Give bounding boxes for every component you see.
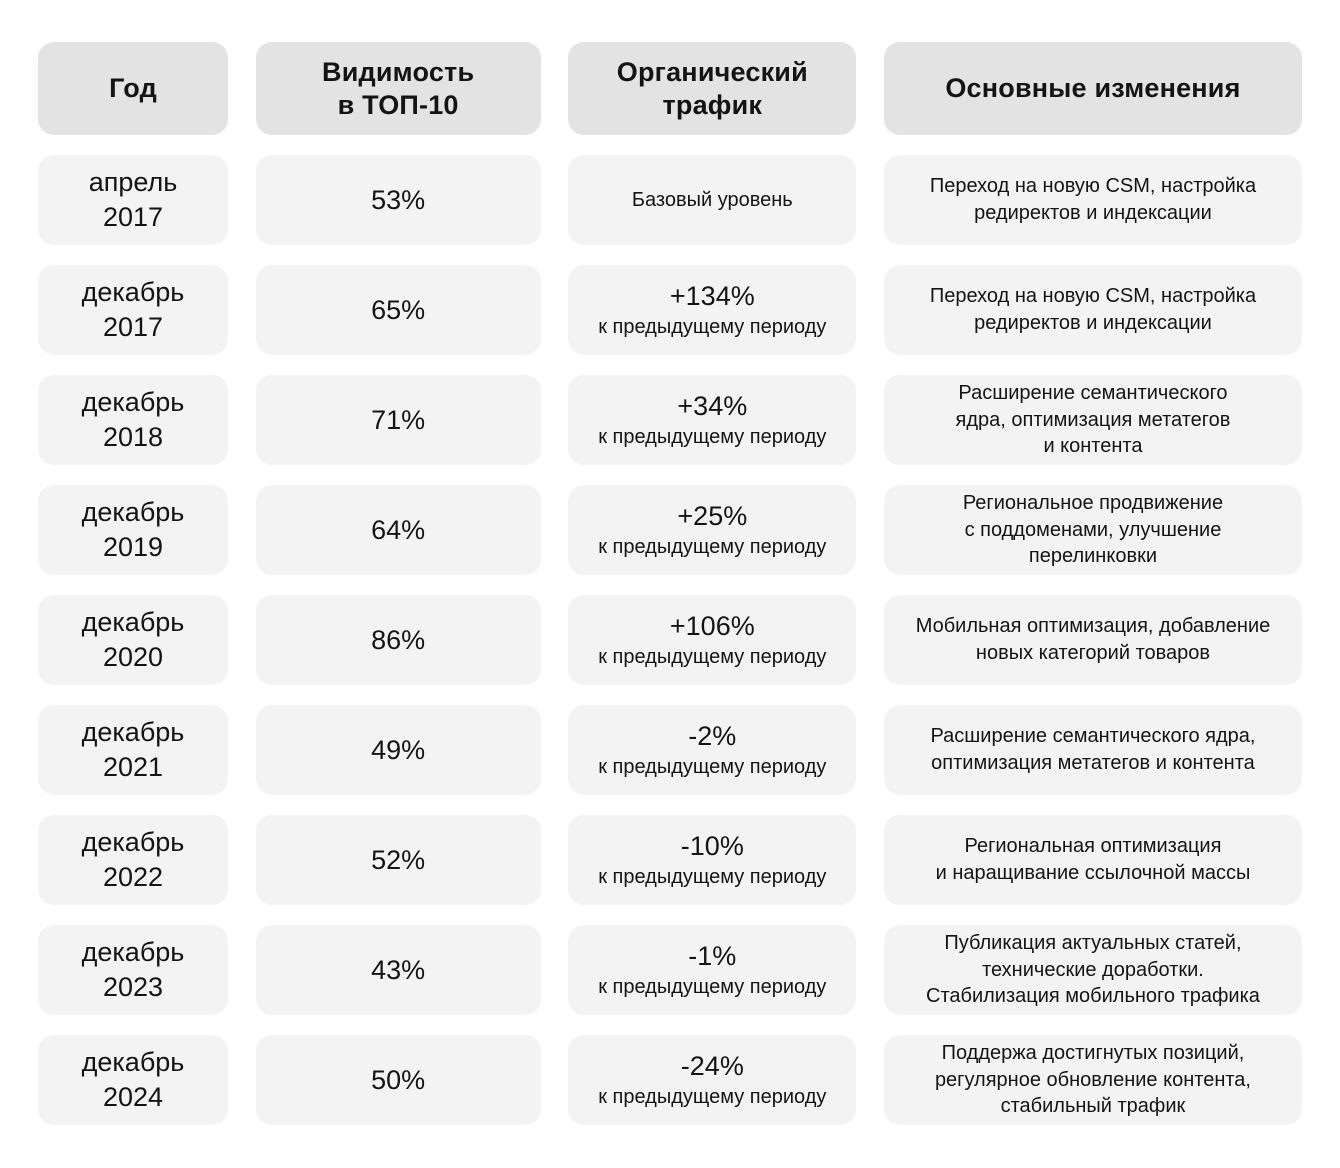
changes-label: Поддержа достигнутых позиций, регулярное… bbox=[934, 1042, 1251, 1118]
changes-label: Переход на новую CSM, настройка редирект… bbox=[929, 175, 1257, 224]
header-label-changes: Основные изменения bbox=[945, 73, 1241, 104]
traffic-value: +106% bbox=[669, 611, 755, 642]
visibility-cell: 52% bbox=[255, 815, 541, 905]
visibility-cell: 71% bbox=[255, 375, 541, 465]
visibility-value: 86% bbox=[371, 624, 426, 655]
year-cell: апрель 2017 bbox=[38, 155, 228, 245]
period-label: декабрь 2023 bbox=[81, 937, 185, 1002]
traffic-cell: -2% к предыдущему периоду bbox=[568, 705, 857, 795]
visibility-value: 49% bbox=[371, 734, 426, 765]
traffic-value: -1% bbox=[688, 941, 737, 972]
traffic-cell: +106% к предыдущему периоду bbox=[568, 595, 857, 685]
period-label: декабрь 2024 bbox=[81, 1047, 185, 1112]
year-cell: декабрь 2020 bbox=[38, 595, 228, 685]
traffic-cell: +34% к предыдущему периоду bbox=[568, 375, 857, 465]
seo-results-table: Год Видимость в ТОП-10 Органический траф… bbox=[38, 42, 1302, 1125]
changes-label: Расширение семантического ядра, оптимиза… bbox=[930, 725, 1256, 774]
traffic-value: +25% bbox=[677, 501, 748, 532]
traffic-cell: -10% к предыдущему периоду bbox=[568, 815, 857, 905]
visibility-value: 64% bbox=[371, 514, 426, 545]
year-cell: декабрь 2017 bbox=[38, 265, 228, 355]
changes-label: Переход на новую CSM, настройка редирект… bbox=[929, 285, 1257, 334]
traffic-cell: Базовый уровень bbox=[568, 155, 857, 245]
visibility-cell: 65% bbox=[255, 265, 541, 355]
period-label: декабрь 2018 bbox=[81, 387, 185, 452]
header-cell-visibility: Видимость в ТОП-10 bbox=[255, 42, 541, 135]
header-cell-traffic: Органический трафик bbox=[568, 42, 857, 135]
visibility-value: 52% bbox=[371, 844, 426, 875]
period-label: декабрь 2021 bbox=[81, 717, 185, 782]
traffic-note: к предыдущему периоду bbox=[598, 425, 827, 448]
traffic-cell: -1% к предыдущему периоду bbox=[568, 925, 857, 1015]
year-cell: декабрь 2023 bbox=[38, 925, 228, 1015]
traffic-value: -2% bbox=[688, 721, 737, 752]
changes-cell: Переход на новую CSM, настройка редирект… bbox=[883, 155, 1302, 245]
visibility-cell: 49% bbox=[255, 705, 541, 795]
header-label-year: Год bbox=[109, 73, 157, 104]
traffic-value: +134% bbox=[669, 281, 755, 312]
changes-label: Мобильная оптимизация, добавление новых … bbox=[915, 615, 1271, 664]
traffic-value: -24% bbox=[680, 1051, 744, 1082]
traffic-cell: -24% к предыдущему периоду bbox=[568, 1035, 857, 1125]
changes-cell: Региональное продвижение с поддоменами, … bbox=[883, 485, 1302, 575]
header-cell-year: Год bbox=[38, 42, 228, 135]
changes-cell: Поддержа достигнутых позиций, регулярное… bbox=[883, 1035, 1302, 1125]
year-cell: декабрь 2021 bbox=[38, 705, 228, 795]
traffic-note: к предыдущему периоду bbox=[598, 1085, 827, 1108]
visibility-value: 43% bbox=[371, 954, 426, 985]
visibility-cell: 43% bbox=[255, 925, 541, 1015]
year-cell: декабрь 2018 bbox=[38, 375, 228, 465]
header-cell-changes: Основные изменения bbox=[883, 42, 1302, 135]
traffic-note: к предыдущему периоду bbox=[598, 315, 827, 338]
changes-label: Публикация актуальных статей, технически… bbox=[926, 932, 1260, 1008]
traffic-value: +34% bbox=[677, 391, 748, 422]
year-cell: декабрь 2019 bbox=[38, 485, 228, 575]
period-label: декабрь 2020 bbox=[81, 607, 185, 672]
period-label: апрель 2017 bbox=[88, 167, 178, 232]
visibility-cell: 50% bbox=[255, 1035, 541, 1125]
traffic-note: к предыдущему периоду bbox=[598, 975, 827, 998]
traffic-note: к предыдущему периоду bbox=[598, 535, 827, 558]
traffic-note: к предыдущему периоду bbox=[598, 645, 827, 668]
visibility-value: 53% bbox=[371, 184, 426, 215]
header-label-visibility: Видимость в ТОП-10 bbox=[322, 56, 475, 120]
year-cell: декабрь 2022 bbox=[38, 815, 228, 905]
period-label: декабрь 2017 bbox=[81, 277, 185, 342]
traffic-note: к предыдущему периоду bbox=[598, 755, 827, 778]
visibility-cell: 64% bbox=[255, 485, 541, 575]
visibility-cell: 53% bbox=[255, 155, 541, 245]
changes-cell: Публикация актуальных статей, технически… bbox=[883, 925, 1302, 1015]
changes-cell: Расширение семантического ядра, оптимиза… bbox=[883, 375, 1302, 465]
traffic-note: Базовый уровень bbox=[631, 189, 793, 211]
changes-cell: Региональная оптимизация и наращивание с… bbox=[883, 815, 1302, 905]
period-label: декабрь 2022 bbox=[81, 827, 185, 892]
visibility-value: 71% bbox=[371, 404, 426, 435]
changes-cell: Переход на новую CSM, настройка редирект… bbox=[883, 265, 1302, 355]
traffic-value: -10% bbox=[680, 831, 744, 862]
changes-label: Региональное продвижение с поддоменами, … bbox=[962, 492, 1224, 568]
year-cell: декабрь 2024 bbox=[38, 1035, 228, 1125]
traffic-cell: +25% к предыдущему периоду bbox=[568, 485, 857, 575]
period-label: декабрь 2019 bbox=[81, 497, 185, 562]
changes-cell: Мобильная оптимизация, добавление новых … bbox=[883, 595, 1302, 685]
changes-label: Региональная оптимизация и наращивание с… bbox=[935, 835, 1251, 884]
header-label-traffic: Органический трафик bbox=[616, 56, 808, 120]
traffic-cell: +134% к предыдущему периоду bbox=[568, 265, 857, 355]
changes-label: Расширение семантического ядра, оптимиза… bbox=[955, 382, 1231, 458]
visibility-cell: 86% bbox=[255, 595, 541, 685]
changes-cell: Расширение семантического ядра, оптимиза… bbox=[883, 705, 1302, 795]
visibility-value: 65% bbox=[371, 294, 426, 325]
visibility-value: 50% bbox=[371, 1064, 426, 1095]
traffic-note: к предыдущему периоду bbox=[598, 865, 827, 888]
